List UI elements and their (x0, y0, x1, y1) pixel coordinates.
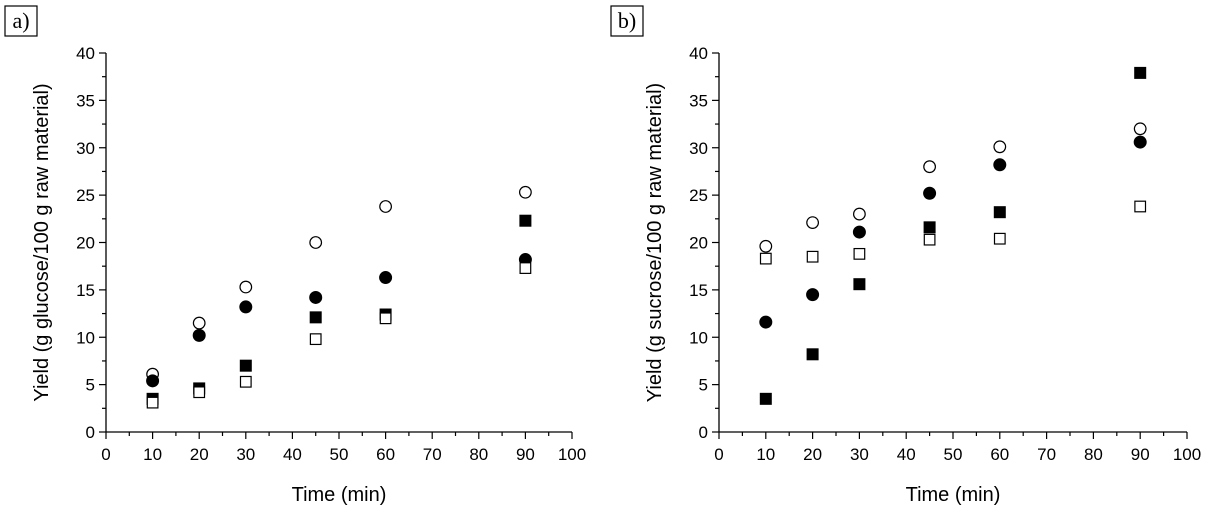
data-point-filled-square (806, 348, 819, 361)
data-point-filled-circle (239, 300, 253, 314)
data-point-open-circle (519, 185, 532, 199)
data-point-filled-square (519, 214, 532, 227)
y-tick-label: 35 (689, 91, 708, 110)
data-point-filled-square (759, 392, 772, 405)
data-point-filled-circle (923, 186, 937, 200)
data-point-filled-circle (993, 158, 1007, 172)
y-tick-label: 10 (689, 328, 708, 347)
data-point-open-circle (806, 216, 819, 230)
data-point-open-circle (379, 200, 393, 213)
data-point-open-circle (192, 316, 206, 330)
y-axis-title: Yield (g glucose/100 g raw material) (31, 83, 53, 401)
data-point-filled-circle (192, 328, 206, 342)
panel-a: a) 0 10 20 30 40 50 60 70 80 90 100 0 5 10 15 20 25 30 35 40… (4, 5, 586, 506)
data-point-open-square (759, 252, 772, 265)
panel-label-box (610, 5, 644, 37)
x-tick-label: 60 (376, 445, 395, 464)
x-tick-label: 30 (850, 445, 869, 464)
x-tick-label: 70 (423, 445, 442, 464)
y-tick-label: 30 (76, 139, 95, 158)
x-axis-title: Time (min) (906, 484, 1001, 506)
panel-b: b) 0 10 20 30 40 50 60 70 80 90 100 0 5 10 15 20 25 30 35 40… (610, 5, 1201, 506)
data-point-filled-square (239, 359, 252, 372)
x-tick-label: 10 (143, 445, 162, 464)
y-tick-label: 5 (86, 376, 95, 395)
data-point-open-circle (853, 207, 866, 221)
x-tick-label: 50 (944, 445, 963, 464)
data-point-open-square (806, 250, 819, 263)
data-point-open-square (993, 232, 1006, 245)
x-tick-label: 80 (1084, 445, 1103, 464)
data-point-filled-circle (1133, 135, 1147, 149)
x-tick-label: 100 (1173, 445, 1201, 464)
x-tick-label: 40 (283, 445, 302, 464)
y-tick-label: 25 (689, 186, 708, 205)
y-tick-label: 10 (76, 328, 95, 347)
data-point-open-circle (759, 239, 773, 253)
data-point-open-square (519, 262, 532, 274)
data-point-filled-square (853, 278, 866, 291)
data-point-filled-square (309, 311, 322, 324)
y-tick-label: 35 (76, 91, 95, 110)
data-point-filled-circle (146, 374, 160, 388)
data-point-filled-circle (379, 271, 393, 285)
data-point-open-square (239, 375, 252, 388)
x-tick-label: 100 (558, 445, 586, 464)
panel-label-box (4, 5, 38, 37)
data-point-filled-circle (852, 225, 866, 239)
data-point-filled-square (1134, 66, 1147, 79)
x-tick-label: 50 (330, 445, 349, 464)
x-tick-label: 40 (897, 445, 916, 464)
data-point-filled-circle (759, 315, 773, 329)
y-axis-title: Yield (g sucrose/100 g raw material) (644, 83, 666, 402)
data-point-filled-square (993, 206, 1006, 219)
data-point-open-circle (239, 280, 253, 294)
y-tick-label: 40 (76, 44, 95, 63)
x-tick-label: 20 (190, 445, 209, 464)
data-point-open-circle (309, 236, 323, 249)
x-tick-label: 10 (756, 445, 775, 464)
y-tick-label: 40 (689, 44, 708, 63)
data-point-open-square (853, 247, 866, 260)
x-tick-label: 80 (469, 445, 488, 464)
data-point-open-square (379, 312, 392, 325)
x-tick-label: 0 (714, 445, 723, 464)
data-point-open-square (146, 396, 159, 409)
x-tick-label: 0 (101, 445, 110, 464)
data-point-open-circle (923, 160, 936, 174)
y-tick-label: 0 (699, 423, 708, 442)
panel-label: b) (618, 8, 636, 33)
panel-label: a) (12, 8, 29, 33)
y-tick-label: 15 (689, 281, 708, 300)
x-tick-label: 60 (990, 445, 1009, 464)
data-point-open-square (923, 233, 936, 246)
data-point-filled-circle (309, 290, 323, 304)
data-point-open-square (1134, 200, 1147, 213)
data-point-filled-square (923, 221, 936, 234)
y-tick-label: 25 (76, 186, 95, 205)
x-tick-label: 70 (1037, 445, 1056, 464)
data-point-open-circle (1133, 122, 1147, 136)
x-tick-label: 90 (1131, 445, 1150, 464)
data-point-open-square (193, 386, 206, 399)
data-point-filled-circle (806, 288, 820, 302)
y-tick-label: 20 (76, 234, 95, 253)
y-tick-label: 15 (76, 281, 95, 300)
data-point-open-square (309, 333, 322, 346)
data-point-open-circle (993, 140, 1007, 154)
x-tick-label: 20 (803, 445, 822, 464)
x-axis-title: Time (min) (292, 484, 387, 506)
y-tick-label: 20 (689, 234, 708, 253)
y-tick-label: 5 (699, 376, 708, 395)
x-tick-label: 90 (516, 445, 535, 464)
y-tick-label: 0 (86, 423, 95, 442)
y-tick-label: 30 (689, 139, 708, 158)
x-tick-label: 30 (236, 445, 255, 464)
